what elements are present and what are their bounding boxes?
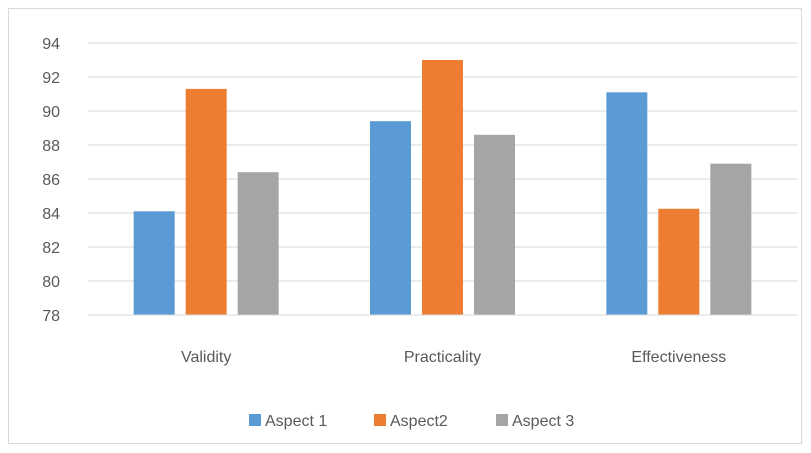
bar-practicality-aspect2 [422,60,463,315]
legend-swatch [374,414,386,426]
y-axis-tick-labels: 78 80 82 84 86 88 90 92 94 [42,36,60,325]
x-category-label: Practicality [404,349,481,366]
y-tick-label: 84 [42,206,60,223]
y-tick-label: 80 [42,274,60,291]
bar-practicality-aspect-3 [474,134,515,315]
bar-practicality-aspect-1 [370,121,411,315]
y-tick-label: 94 [42,36,60,53]
x-axis-category-labels: Validity Practicality Effectiveness [181,349,726,366]
y-tick-label: 90 [42,104,60,121]
y-tick-label: 82 [42,240,60,257]
legend: Aspect 1 Aspect2 Aspect 3 [249,413,574,430]
y-tick-label: 86 [42,172,60,189]
bar-validity-aspect2 [185,88,227,316]
y-tick-label: 78 [42,308,60,325]
bar-effectiveness-aspect-3 [710,163,752,315]
x-category-label: Validity [181,349,231,366]
legend-swatch [249,414,261,426]
legend-entry-label: Aspect 1 [265,413,327,430]
x-category-label: Effectiveness [631,349,726,366]
legend-swatch [496,414,508,426]
bar-validity-aspect-1 [133,211,175,315]
bar-effectiveness-aspect2 [658,208,700,315]
legend-entry-label: Aspect 3 [512,413,574,430]
bar-effectiveness-aspect-1 [606,92,648,315]
legend-entry-label: Aspect2 [390,413,448,430]
y-tick-label: 88 [42,138,60,155]
bar-validity-aspect-3 [237,172,279,315]
y-tick-label: 92 [42,70,60,87]
bars [133,60,752,316]
